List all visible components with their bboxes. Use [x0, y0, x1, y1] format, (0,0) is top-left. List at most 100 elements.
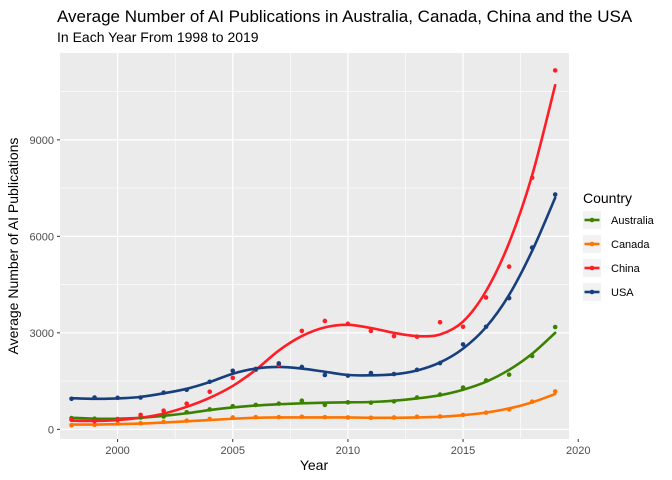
point-australia	[391, 399, 397, 404]
y-tick-label: 9000	[30, 135, 54, 147]
point-china	[230, 375, 236, 381]
point-usa	[368, 370, 374, 376]
point-usa	[345, 373, 351, 378]
point-china	[207, 389, 213, 395]
point-usa	[138, 395, 143, 400]
point-china	[138, 412, 143, 418]
point-china	[483, 295, 489, 300]
point-china	[299, 328, 305, 334]
point-china	[529, 175, 535, 181]
y-tick-label: 3000	[30, 328, 54, 340]
y-axis-title: Average Number of AI Publications	[5, 138, 21, 355]
point-canada	[506, 407, 512, 412]
trend-line-canada	[70, 392, 557, 426]
point-canada	[460, 412, 466, 418]
point-australia	[322, 402, 328, 408]
point-canada	[437, 414, 443, 419]
point-canada	[230, 415, 236, 420]
point-usa	[437, 360, 443, 366]
point-usa	[322, 372, 328, 378]
point-usa	[460, 342, 466, 347]
point-canada	[69, 422, 74, 428]
point-usa	[207, 379, 213, 385]
point-canada	[368, 415, 374, 421]
point-australia	[460, 385, 466, 390]
point-china	[368, 328, 374, 334]
x-tick-label: 2010	[336, 445, 360, 457]
x-tick-label: 2020	[566, 445, 590, 457]
point-australia	[207, 407, 213, 412]
point-usa	[506, 295, 512, 301]
point-australia	[184, 410, 189, 415]
point-australia	[253, 402, 259, 408]
plot-panel	[60, 53, 569, 439]
point-australia	[276, 401, 282, 406]
point-australia	[529, 353, 535, 359]
point-australia	[368, 400, 374, 405]
legend-label-australia: Australia	[611, 215, 655, 227]
point-usa	[69, 396, 74, 402]
point-canada	[184, 418, 189, 423]
point-usa	[529, 245, 535, 250]
point-australia	[437, 392, 443, 397]
point-australia	[483, 378, 489, 383]
point-canada	[414, 414, 420, 420]
point-canada	[322, 414, 328, 420]
point-usa	[115, 395, 120, 401]
legend-key-point-canada	[589, 241, 595, 247]
point-china	[414, 334, 420, 340]
point-canada	[529, 399, 535, 404]
point-canada	[92, 422, 97, 428]
y-tick-label: 6000	[30, 231, 54, 243]
point-usa	[161, 390, 166, 395]
point-canada	[138, 420, 143, 426]
point-usa	[483, 324, 489, 330]
point-australia	[345, 400, 351, 405]
point-usa	[391, 371, 397, 377]
trend-line-china	[70, 83, 557, 423]
point-australia	[506, 372, 512, 377]
x-tick-label: 2005	[220, 445, 244, 457]
legend-key-point-usa	[589, 289, 595, 295]
point-china	[161, 408, 166, 413]
point-china	[345, 321, 351, 327]
point-australia	[161, 414, 166, 419]
point-china	[69, 417, 74, 423]
point-china	[322, 318, 328, 324]
point-china	[391, 333, 397, 339]
point-canada	[115, 421, 120, 426]
point-canada	[345, 415, 351, 420]
legend-key-point-australia	[589, 217, 595, 223]
trend-line-usa	[70, 196, 557, 401]
legend-label-canada: Canada	[611, 239, 650, 251]
point-usa	[184, 387, 189, 393]
minor-gridlines	[60, 53, 569, 439]
point-china	[437, 319, 443, 325]
point-canada	[391, 415, 397, 420]
legend: Country Australia Canada China USA	[583, 190, 655, 301]
point-usa	[552, 192, 558, 197]
point-canada	[161, 419, 166, 425]
point-usa	[276, 361, 282, 366]
legend-label-china: China	[611, 263, 641, 275]
point-usa	[414, 367, 420, 373]
y-tick-label: 0	[48, 424, 54, 436]
chart-subtitle: In Each Year From 1998 to 2019	[57, 29, 259, 45]
point-china	[506, 264, 512, 269]
x-tick-label: 2015	[451, 445, 475, 457]
point-china	[115, 417, 120, 423]
point-usa	[253, 366, 259, 372]
point-canada	[207, 416, 213, 422]
point-australia	[552, 324, 558, 330]
point-usa	[299, 364, 305, 370]
point-australia	[299, 398, 305, 404]
point-china	[92, 419, 97, 424]
legend-label-usa: USA	[611, 287, 634, 299]
point-australia	[414, 395, 420, 400]
point-canada	[552, 389, 558, 394]
point-canada	[253, 414, 259, 420]
x-tick-label: 2000	[105, 445, 129, 457]
point-china	[460, 324, 466, 330]
point-china	[552, 68, 558, 73]
point-canada	[299, 414, 305, 420]
